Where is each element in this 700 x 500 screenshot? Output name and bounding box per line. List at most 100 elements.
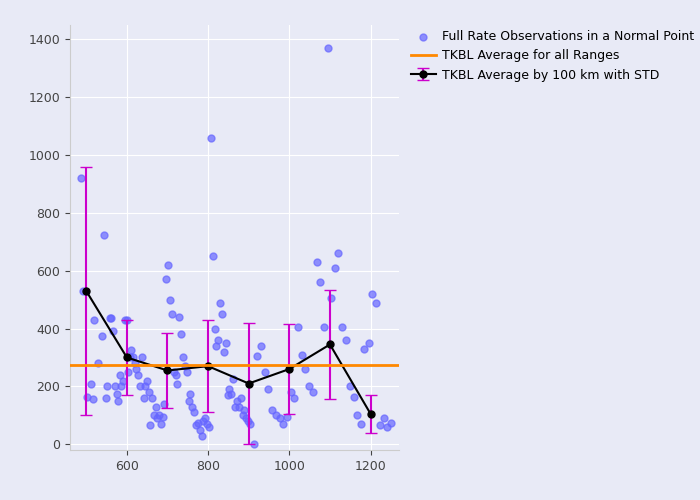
Full Rate Observations in a Normal Point [110, 382, 121, 390]
Full Rate Observations in a Normal Point [96, 332, 107, 340]
Full Rate Observations in a Normal Point [363, 339, 374, 347]
Full Rate Observations in a Normal Point [124, 354, 135, 362]
Full Rate Observations in a Normal Point [300, 365, 311, 373]
Full Rate Observations in a Normal Point [367, 290, 378, 298]
Full Rate Observations in a Normal Point [144, 388, 155, 396]
Full Rate Observations in a Normal Point [168, 368, 179, 376]
Full Rate Observations in a Normal Point [102, 382, 113, 390]
Full Rate Observations in a Normal Point [106, 314, 117, 322]
Full Rate Observations in a Normal Point [228, 375, 239, 383]
Full Rate Observations in a Normal Point [131, 365, 142, 373]
Full Rate Observations in a Normal Point [194, 426, 205, 434]
Full Rate Observations in a Normal Point [220, 339, 231, 347]
Full Rate Observations in a Normal Point [248, 440, 259, 448]
Full Rate Observations in a Normal Point [266, 406, 277, 413]
Full Rate Observations in a Normal Point [242, 417, 253, 425]
Full Rate Observations in a Normal Point [251, 352, 262, 360]
Full Rate Observations in a Normal Point [147, 394, 158, 402]
Full Rate Observations in a Normal Point [157, 413, 168, 421]
Full Rate Observations in a Normal Point [235, 394, 246, 402]
Full Rate Observations in a Normal Point [174, 313, 185, 321]
Full Rate Observations in a Normal Point [288, 394, 300, 402]
Full Rate Observations in a Normal Point [155, 420, 167, 428]
Full Rate Observations in a Normal Point [188, 408, 199, 416]
Full Rate Observations in a Normal Point [181, 368, 193, 376]
Full Rate Observations in a Normal Point [307, 388, 318, 396]
Full Rate Observations in a Normal Point [93, 360, 104, 368]
Full Rate Observations in a Normal Point [314, 278, 326, 286]
Full Rate Observations in a Normal Point [303, 382, 314, 390]
Full Rate Observations in a Normal Point [230, 402, 241, 410]
Full Rate Observations in a Normal Point [185, 390, 196, 398]
Full Rate Observations in a Normal Point [145, 422, 156, 430]
Full Rate Observations in a Normal Point [348, 392, 359, 400]
Full Rate Observations in a Normal Point [170, 371, 181, 379]
Legend: Full Rate Observations in a Normal Point, TKBL Average for all Ranges, TKBL Aver: Full Rate Observations in a Normal Point… [405, 25, 699, 86]
Full Rate Observations in a Normal Point [244, 420, 256, 428]
Full Rate Observations in a Normal Point [88, 396, 99, 404]
Full Rate Observations in a Normal Point [382, 423, 393, 431]
Full Rate Observations in a Normal Point [370, 298, 382, 306]
Full Rate Observations in a Normal Point [196, 432, 207, 440]
Full Rate Observations in a Normal Point [119, 316, 130, 324]
Full Rate Observations in a Normal Point [285, 388, 296, 396]
Full Rate Observations in a Normal Point [281, 413, 293, 421]
Full Rate Observations in a Normal Point [199, 414, 211, 422]
Full Rate Observations in a Normal Point [150, 402, 161, 410]
Full Rate Observations in a Normal Point [211, 342, 222, 350]
Full Rate Observations in a Normal Point [296, 350, 307, 358]
Full Rate Observations in a Normal Point [132, 371, 144, 379]
Full Rate Observations in a Normal Point [161, 276, 172, 283]
Full Rate Observations in a Normal Point [214, 298, 225, 306]
Full Rate Observations in a Normal Point [183, 397, 194, 405]
Full Rate Observations in a Normal Point [148, 412, 160, 420]
Full Rate Observations in a Normal Point [101, 394, 112, 402]
Full Rate Observations in a Normal Point [262, 386, 274, 394]
Full Rate Observations in a Normal Point [129, 360, 140, 368]
Full Rate Observations in a Normal Point [326, 294, 337, 302]
Full Rate Observations in a Normal Point [159, 400, 170, 407]
Full Rate Observations in a Normal Point [351, 412, 363, 420]
Full Rate Observations in a Normal Point [175, 330, 186, 338]
Full Rate Observations in a Normal Point [225, 390, 237, 398]
Full Rate Observations in a Normal Point [179, 362, 190, 370]
Full Rate Observations in a Normal Point [205, 134, 216, 142]
Full Rate Observations in a Normal Point [322, 44, 333, 52]
Full Rate Observations in a Normal Point [139, 382, 150, 390]
Full Rate Observations in a Normal Point [213, 336, 224, 344]
Full Rate Observations in a Normal Point [116, 382, 127, 390]
Full Rate Observations in a Normal Point [222, 391, 233, 399]
Full Rate Observations in a Normal Point [278, 420, 289, 428]
Full Rate Observations in a Normal Point [223, 386, 235, 394]
Full Rate Observations in a Normal Point [359, 345, 370, 353]
Full Rate Observations in a Normal Point [231, 397, 242, 405]
Full Rate Observations in a Normal Point [162, 261, 174, 269]
Full Rate Observations in a Normal Point [190, 422, 202, 430]
Full Rate Observations in a Normal Point [341, 336, 352, 344]
Full Rate Observations in a Normal Point [127, 354, 139, 362]
Full Rate Observations in a Normal Point [85, 380, 97, 388]
Full Rate Observations in a Normal Point [108, 328, 119, 336]
Full Rate Observations in a Normal Point [378, 414, 389, 422]
Full Rate Observations in a Normal Point [218, 348, 229, 356]
Full Rate Observations in a Normal Point [270, 412, 281, 420]
Full Rate Observations in a Normal Point [134, 382, 146, 390]
Full Rate Observations in a Normal Point [111, 390, 122, 398]
Full Rate Observations in a Normal Point [274, 414, 285, 422]
Full Rate Observations in a Normal Point [355, 420, 366, 428]
Full Rate Observations in a Normal Point [98, 230, 109, 238]
Full Rate Observations in a Normal Point [117, 376, 128, 384]
Full Rate Observations in a Normal Point [152, 414, 163, 422]
Full Rate Observations in a Normal Point [193, 418, 204, 426]
Full Rate Observations in a Normal Point [141, 376, 153, 384]
Full Rate Observations in a Normal Point [125, 346, 136, 354]
Full Rate Observations in a Normal Point [172, 380, 183, 388]
Full Rate Observations in a Normal Point [164, 296, 176, 304]
Full Rate Observations in a Normal Point [203, 423, 214, 431]
Full Rate Observations in a Normal Point [333, 250, 344, 258]
Full Rate Observations in a Normal Point [329, 264, 340, 272]
Full Rate Observations in a Normal Point [76, 174, 87, 182]
Full Rate Observations in a Normal Point [154, 412, 165, 420]
Full Rate Observations in a Normal Point [256, 342, 267, 350]
Full Rate Observations in a Normal Point [187, 402, 198, 410]
